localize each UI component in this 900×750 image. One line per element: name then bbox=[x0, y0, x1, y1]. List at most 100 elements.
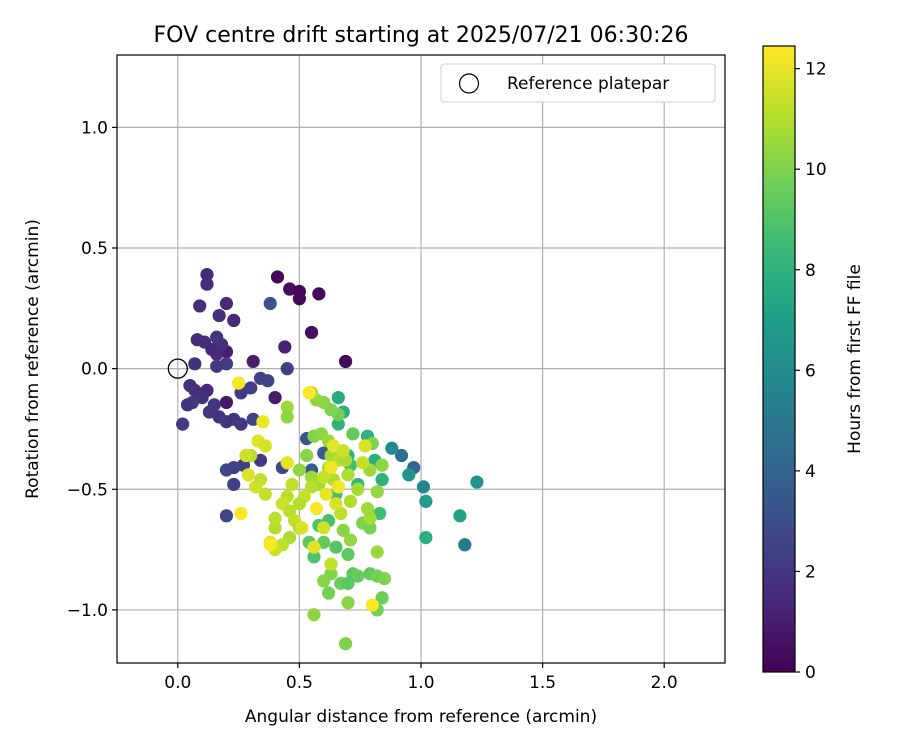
data-point bbox=[331, 480, 345, 494]
y-axis-label: Rotation from reference (arcmin) bbox=[23, 219, 43, 499]
data-point bbox=[307, 608, 321, 622]
data-point bbox=[232, 376, 246, 390]
data-point bbox=[375, 458, 389, 472]
data-point bbox=[458, 538, 472, 552]
data-point bbox=[377, 571, 392, 586]
data-point bbox=[193, 299, 207, 313]
data-point bbox=[244, 381, 258, 395]
data-point bbox=[331, 417, 345, 431]
y-tick-label: 1.0 bbox=[81, 118, 108, 138]
data-point bbox=[317, 521, 331, 535]
legend-box bbox=[440, 63, 716, 103]
data-point bbox=[302, 386, 316, 400]
reference-marker-layer bbox=[167, 358, 188, 379]
data-point bbox=[329, 540, 343, 554]
data-point bbox=[227, 477, 241, 492]
colorbar-fill bbox=[763, 46, 795, 672]
data-point bbox=[470, 475, 484, 489]
reference-marker bbox=[167, 358, 188, 379]
data-point bbox=[219, 395, 234, 410]
data-point bbox=[324, 460, 338, 475]
colorbar-tick-label: 0 bbox=[805, 663, 816, 683]
data-point bbox=[292, 463, 306, 477]
data-point bbox=[253, 473, 268, 487]
colorbar-tick-label: 10 bbox=[805, 160, 827, 180]
y-tick-label: −1.0 bbox=[67, 601, 108, 621]
data-point bbox=[219, 357, 234, 371]
data-point bbox=[343, 494, 358, 508]
data-point bbox=[319, 487, 333, 501]
data-point bbox=[341, 596, 355, 610]
y-tick-label: −0.5 bbox=[67, 480, 108, 500]
data-point bbox=[385, 441, 399, 455]
data-point bbox=[270, 270, 285, 284]
data-point bbox=[341, 468, 355, 482]
data-point bbox=[180, 398, 195, 412]
data-point bbox=[321, 586, 336, 600]
data-point bbox=[324, 567, 338, 581]
data-point bbox=[241, 468, 255, 482]
data-point bbox=[453, 509, 467, 523]
data-point bbox=[200, 277, 214, 291]
colorbar-label: Hours from first FF file bbox=[845, 264, 865, 454]
data-point bbox=[304, 480, 319, 494]
data-point bbox=[341, 547, 355, 562]
data-point bbox=[324, 557, 338, 571]
data-point bbox=[295, 521, 309, 535]
data-point bbox=[309, 501, 324, 516]
data-point bbox=[300, 448, 314, 463]
chart-title: FOV centre drift starting at 2025/07/21 … bbox=[154, 23, 689, 48]
data-point bbox=[358, 439, 372, 453]
colorbar-tick-label: 2 bbox=[805, 562, 816, 582]
data-point bbox=[351, 482, 365, 496]
data-point bbox=[360, 501, 375, 516]
data-point bbox=[336, 523, 350, 537]
x-tick-label: 2.0 bbox=[651, 673, 678, 693]
data-point bbox=[261, 374, 275, 388]
data-point bbox=[239, 448, 253, 463]
data-point bbox=[253, 453, 268, 467]
data-point bbox=[307, 540, 321, 554]
x-tick-label: 1.0 bbox=[407, 673, 434, 693]
data-points bbox=[176, 267, 484, 651]
data-point bbox=[317, 470, 331, 484]
x-tick-label: 0.5 bbox=[286, 673, 313, 693]
data-point bbox=[331, 391, 345, 405]
data-point bbox=[234, 417, 248, 431]
data-point bbox=[356, 456, 370, 470]
data-point bbox=[280, 400, 294, 414]
data-point bbox=[195, 391, 209, 405]
data-point bbox=[292, 292, 306, 306]
plot-area: 0.0 0.5 1.0 1.5 2.0 −1.0 −0.5 0.0 0.5 1.0 bbox=[67, 54, 726, 693]
data-point bbox=[317, 535, 331, 549]
data-point bbox=[258, 439, 272, 453]
data-point bbox=[263, 296, 277, 311]
legend-label-reference: Reference platepar bbox=[507, 74, 669, 94]
x-axis-label: Angular distance from reference (arcmin) bbox=[245, 707, 597, 727]
x-tick-label: 0.0 bbox=[164, 673, 191, 693]
data-point bbox=[227, 313, 241, 327]
data-point bbox=[280, 362, 294, 376]
data-point bbox=[370, 545, 384, 559]
data-point bbox=[200, 267, 214, 282]
data-point bbox=[304, 325, 319, 340]
data-point bbox=[212, 308, 226, 323]
data-point bbox=[363, 521, 377, 535]
y-tick-label: 0.0 bbox=[81, 360, 108, 380]
data-point bbox=[329, 497, 343, 511]
colorbar-tick-label: 8 bbox=[805, 261, 816, 281]
data-point bbox=[419, 494, 433, 508]
data-point bbox=[176, 417, 190, 431]
data-point bbox=[278, 340, 292, 354]
data-point bbox=[268, 521, 282, 535]
colorbar-frame bbox=[762, 45, 796, 673]
y-axis-ticks: −1.0 −0.5 0.0 0.5 1.0 bbox=[67, 118, 117, 621]
colorbar: 0 2 4 6 8 10 12 bbox=[762, 45, 827, 683]
x-tick-label: 1.5 bbox=[529, 673, 556, 693]
data-point bbox=[188, 357, 202, 371]
data-point bbox=[285, 477, 299, 492]
data-point bbox=[292, 497, 306, 511]
data-point bbox=[219, 509, 234, 523]
data-point bbox=[258, 487, 272, 501]
